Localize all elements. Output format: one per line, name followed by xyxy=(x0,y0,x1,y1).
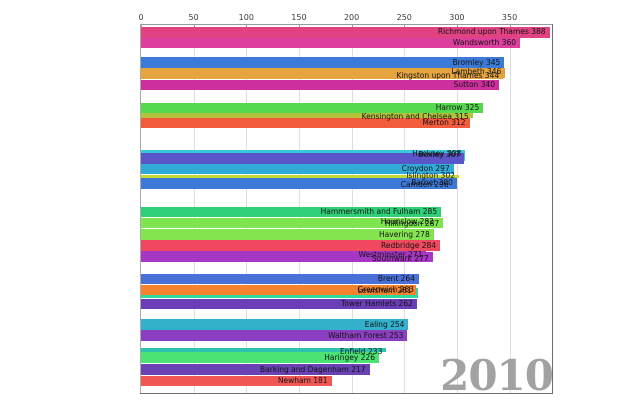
bar xyxy=(141,79,500,90)
x-tick-label: 150 xyxy=(291,13,307,22)
bar-label: Barking and Dagenham 217 xyxy=(260,364,366,374)
bar-label: Harrow 325 xyxy=(435,103,480,112)
bar xyxy=(141,102,484,113)
bar-label: Bexley 307 xyxy=(418,150,461,159)
bar-label: Merton 312 xyxy=(422,117,466,127)
bar-label: Kensington and Chelsea 315 xyxy=(361,111,469,121)
bar-label: Havering 278 xyxy=(379,229,430,239)
bar-label: Haringey 226 xyxy=(324,352,375,362)
bar xyxy=(141,229,434,240)
bar xyxy=(141,284,416,295)
year-label: 2010 xyxy=(440,351,554,400)
bar xyxy=(141,217,444,228)
x-tick-label: 0 xyxy=(138,13,144,22)
gridline xyxy=(456,24,458,393)
x-tick-label: 50 xyxy=(188,13,199,22)
bar xyxy=(141,206,442,217)
axis-bottom-spine xyxy=(140,392,553,395)
bar-label: Hillingdon 287 xyxy=(384,219,440,228)
bar-label: Richmond upon Thames 388 xyxy=(437,27,546,36)
bar xyxy=(141,364,370,375)
bar xyxy=(141,352,379,363)
bar-label: Croydon 297 xyxy=(401,164,450,173)
bar xyxy=(141,26,550,38)
bar xyxy=(141,273,419,284)
axis-right-spine xyxy=(551,23,554,394)
bar-label: Lambeth 346 xyxy=(451,66,502,76)
x-tick-mark xyxy=(246,24,248,28)
x-tick-label: 250 xyxy=(396,13,412,22)
x-tick-mark xyxy=(193,24,195,28)
axis-left-spine xyxy=(140,23,142,394)
bar xyxy=(141,298,417,309)
bar-label: Wandsworth 360 xyxy=(452,38,517,47)
x-tick-mark xyxy=(509,24,511,28)
bar-label: Tower Hamlets 262 xyxy=(340,299,413,308)
bar xyxy=(141,330,408,341)
bar-label: Enfield 233 xyxy=(339,346,383,356)
bar xyxy=(141,57,505,68)
bar xyxy=(141,347,387,352)
x-tick-mark xyxy=(456,24,458,28)
bar-label: Hackney 308 xyxy=(412,148,462,158)
gridline xyxy=(509,24,511,393)
bar xyxy=(141,250,427,261)
bar xyxy=(141,375,332,386)
bar-label: Greenwich 263 xyxy=(357,284,414,294)
x-tick-label: 300 xyxy=(449,13,465,22)
bar-label: Sutton 340 xyxy=(453,80,496,89)
x-tick-mark xyxy=(298,24,300,28)
x-tick-mark xyxy=(404,24,406,28)
bar xyxy=(141,37,521,48)
bar xyxy=(141,174,459,178)
bar-label: Bromley 345 xyxy=(452,57,501,67)
bar-label: Brent 264 xyxy=(377,274,415,283)
bar xyxy=(141,319,409,330)
bar-label: Redbridge 284 xyxy=(381,240,437,250)
bar xyxy=(141,240,441,251)
bar-label: Lewisham 261 xyxy=(357,286,412,295)
bar xyxy=(141,163,454,174)
bar xyxy=(141,113,473,118)
bar-label: Newham 181 xyxy=(277,376,328,385)
bar-label: Barnet 300 xyxy=(411,178,453,187)
x-tick-label: 350 xyxy=(501,13,518,22)
bar xyxy=(141,178,453,189)
x-tick-label: 100 xyxy=(238,13,254,22)
bar-label: Westminster 271 xyxy=(358,250,423,259)
bar xyxy=(141,68,504,79)
x-tick-mark xyxy=(351,24,353,28)
bar-label: Waltham Forest 253 xyxy=(328,330,404,340)
bar xyxy=(141,153,465,164)
bar-label: Kingston upon Thames 344 xyxy=(396,70,500,80)
bar-label: Southwark 277 xyxy=(372,253,429,263)
x-tick-mark xyxy=(141,24,142,28)
x-tick-label: 200 xyxy=(343,13,360,22)
bar-label: Hounslow 282 xyxy=(380,216,434,226)
bar-label: Islington 302 xyxy=(406,171,455,180)
bar-label: Ealing 254 xyxy=(364,319,405,329)
bar-label: Camden 296 xyxy=(400,180,449,189)
bar xyxy=(141,117,470,128)
axis-top-spine xyxy=(140,23,553,26)
bar-label: Hammersmith and Fulham 285 xyxy=(320,207,438,216)
